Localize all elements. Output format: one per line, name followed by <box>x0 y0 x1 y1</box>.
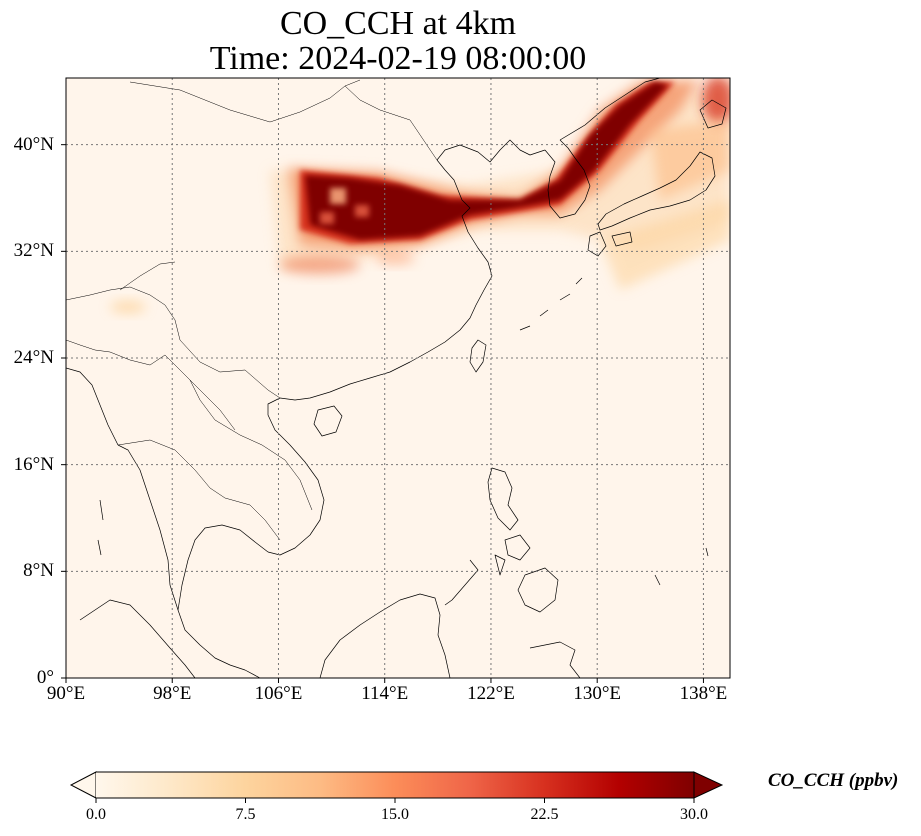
colorbar-title: CO_CCH (ppbv) <box>768 770 899 791</box>
coastline-andaman <box>97 499 104 556</box>
coastline-russia <box>559 78 661 141</box>
map-frame <box>65 77 731 679</box>
plume-gap <box>355 205 369 217</box>
plume-core <box>305 82 668 240</box>
plume-south-patch <box>375 252 415 264</box>
coastline-ryukyu <box>519 277 583 331</box>
plume-ne-corner <box>702 78 730 124</box>
coastline-shikoku <box>611 231 633 247</box>
coastline-sulawesi <box>529 641 581 678</box>
plume-south-patch <box>280 256 360 274</box>
lon-tick-label: 122°E <box>467 683 515 704</box>
lat-tick-label: 24°N <box>13 347 54 368</box>
coastline-hainan <box>313 405 343 437</box>
coastline-vietnam <box>267 397 325 556</box>
coastline-sumatra <box>79 599 196 678</box>
colorbar-ticks <box>95 798 695 803</box>
lon-tick-label: 98°E <box>153 683 192 704</box>
plume-gap <box>320 212 334 224</box>
plume-east-streak <box>650 120 730 200</box>
lon-tick-label: 90°E <box>46 683 86 704</box>
coastline-mindanao <box>517 567 559 613</box>
coastline-hokkaido <box>699 99 727 129</box>
map-title-line2: Time: 2024-02-19 08:00:00 <box>209 40 587 77</box>
plume-west-blob <box>110 301 146 313</box>
lat-tick-label: 8°N <box>23 560 54 582</box>
coastline-malay <box>177 524 269 678</box>
colorbar-tick-label: 30.0 <box>680 806 708 823</box>
lon-tick-label: 138°E <box>679 683 728 704</box>
lat-tick-label: 32°N <box>13 240 54 262</box>
border-lines <box>66 79 438 541</box>
coastline-borneo <box>319 593 451 678</box>
colorbar-tick-label: 0.0 <box>86 806 106 823</box>
colorbar-extend-max <box>693 771 724 799</box>
lon-tick-label: 130°E <box>573 683 622 704</box>
coastline-bohai <box>436 139 546 163</box>
coastline-korea <box>544 139 591 219</box>
colorbar <box>69 771 724 803</box>
colorbar-tick-label: 22.5 <box>530 806 559 823</box>
colorbar-tick-label: 7.5 <box>235 806 256 823</box>
gridlines <box>66 78 730 678</box>
lon-tick-label: 106°E <box>254 683 303 704</box>
colorbar-tick-label: 15.0 <box>381 806 409 823</box>
map-title-line1: CO_CCH at 4km <box>279 5 517 42</box>
co-plume-layer <box>110 78 730 313</box>
lon-tick-label: 114°E <box>361 683 409 704</box>
coastline-palawan <box>444 559 479 606</box>
colorbar-gradient <box>96 772 694 798</box>
coastline-taiwan <box>469 339 487 373</box>
coastline-moluccas <box>654 547 709 586</box>
axis-ticks <box>61 144 704 683</box>
coastline-china <box>279 159 493 401</box>
coastline-visayas <box>494 534 531 576</box>
colorbar-extend-min <box>69 771 97 799</box>
lat-tick-label: 16°N <box>13 453 54 475</box>
lat-tick-label: 40°N <box>13 133 54 155</box>
coastline-luzon <box>487 467 519 531</box>
coastline-layer <box>66 78 727 678</box>
coastline-thailand-west <box>117 444 179 611</box>
coastline-japan <box>597 151 716 231</box>
plume-east-streak <box>600 200 730 290</box>
plume-gap <box>330 188 346 204</box>
coastline-myanmar <box>66 367 119 446</box>
lat-tick-label: 0° <box>36 667 54 688</box>
